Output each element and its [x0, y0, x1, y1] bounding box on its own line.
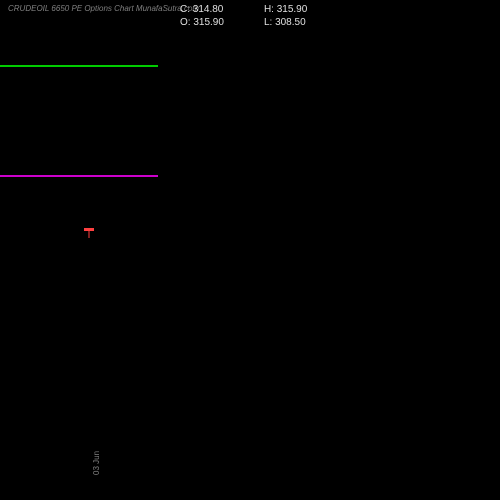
high-price: H: 315.90 — [264, 4, 307, 15]
open-price: O: 315.90 — [180, 17, 224, 28]
close-value: 314.80 — [193, 4, 224, 15]
open-value: 315.90 — [193, 17, 224, 28]
candle-body — [84, 228, 94, 231]
low-value: 308.50 — [275, 17, 306, 28]
ohlc-display: C: 314.80 H: 315.90 O: 315.90 L: 308.50 — [180, 4, 307, 28]
x-axis-label: 03 Jun — [92, 451, 101, 475]
close-price: C: 314.80 — [180, 4, 224, 15]
low-label: L: — [264, 17, 272, 28]
indicator-line — [0, 65, 158, 67]
high-label: H: — [264, 4, 274, 15]
chart-title: CRUDEOIL 6650 PE Options Chart MunafaSut… — [8, 4, 199, 13]
low-price: L: 308.50 — [264, 17, 307, 28]
candle — [84, 0, 94, 500]
indicator-line — [0, 175, 158, 177]
close-label: C: — [180, 4, 190, 15]
open-label: O: — [180, 17, 191, 28]
high-value: 315.90 — [277, 4, 308, 15]
